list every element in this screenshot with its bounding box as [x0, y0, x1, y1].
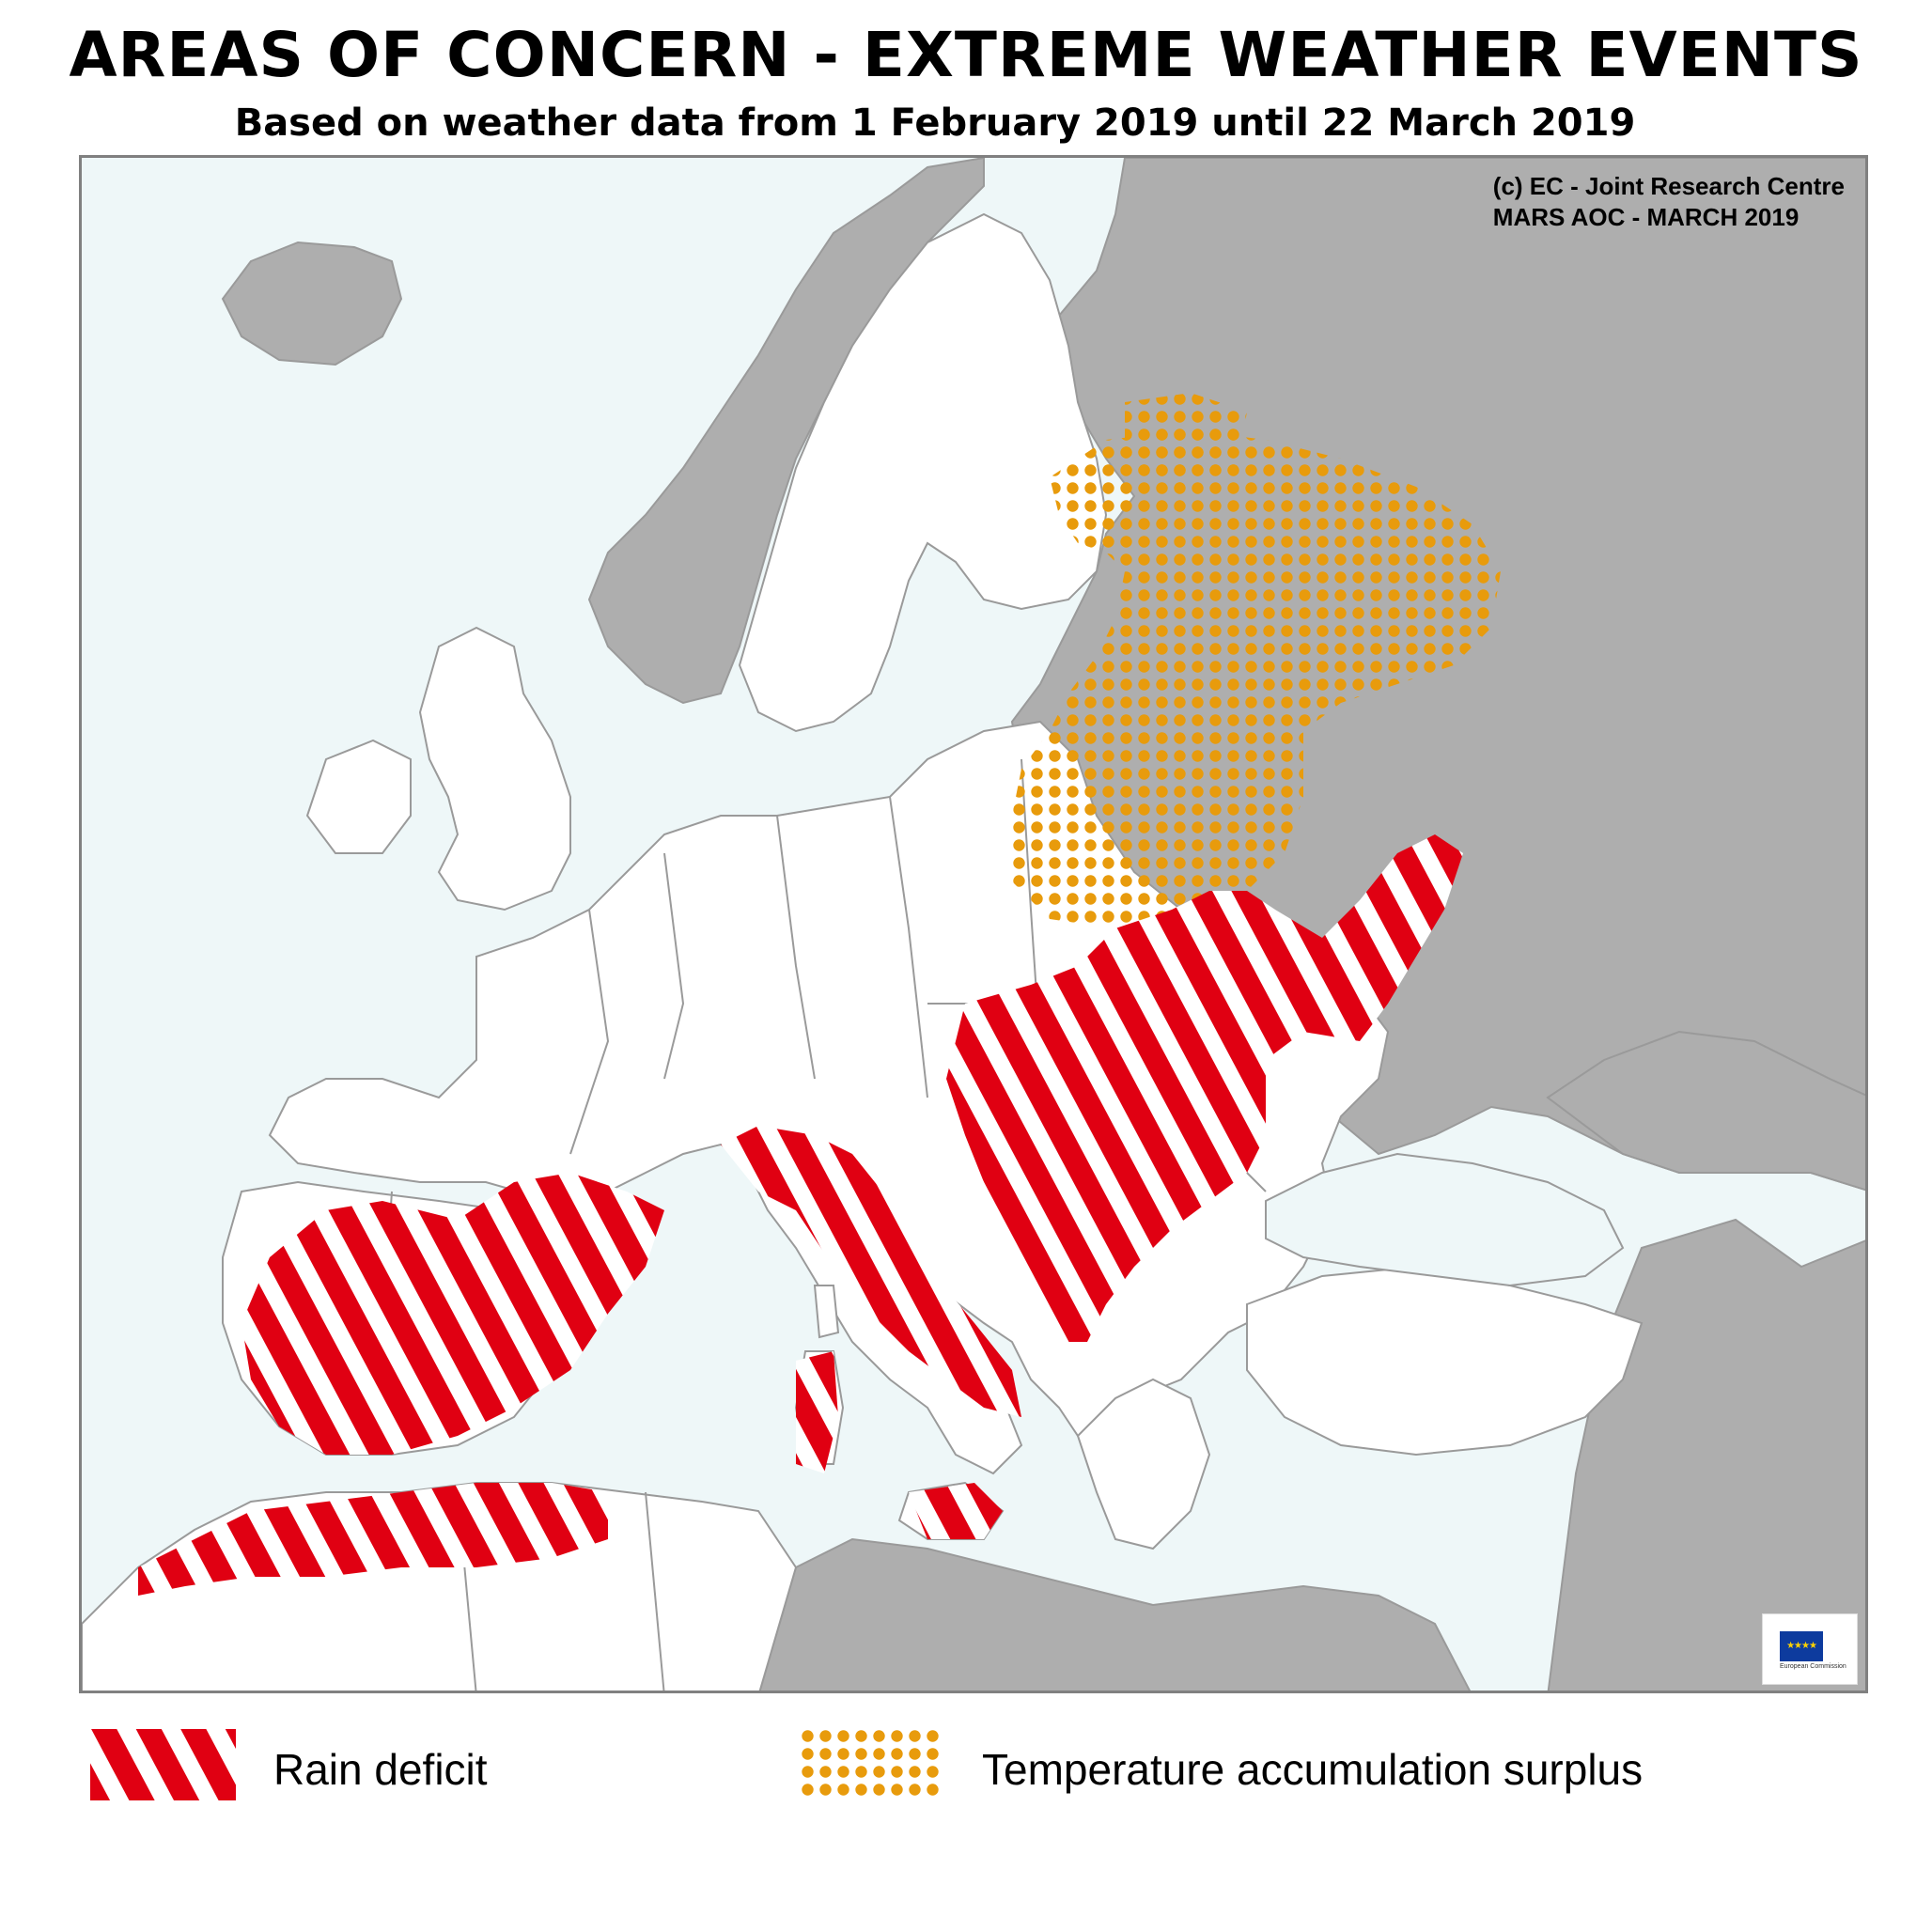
- rain-deficit-area-north-africa: [138, 1483, 608, 1596]
- rain-deficit-area-sardinia: [796, 1351, 838, 1473]
- black-sea: [1265, 1152, 1625, 1287]
- temperature-surplus-area: [1012, 430, 1501, 928]
- grey-land-iceland: [221, 241, 403, 366]
- map-subtitle: Based on weather data from 1 February 20…: [234, 101, 1636, 145]
- europe-map: [82, 158, 1865, 1690]
- copyright-credit: (c) EC - Joint Research Centre MARS AOC …: [1493, 171, 1845, 233]
- land-greece: [1076, 1378, 1211, 1550]
- european-commission-logo: ★★★★ European Commission: [1762, 1613, 1858, 1685]
- rain-deficit-label: Rain deficit: [273, 1745, 488, 1794]
- grey-land-caucasus: [1546, 1030, 1865, 1192]
- legend-item-temperature-surplus: Temperature accumulation surplus: [799, 1727, 1738, 1802]
- grey-land-norway: [587, 158, 985, 705]
- credit-line-2: MARS AOC - MARCH 2019: [1492, 203, 1800, 231]
- land-corsica: [813, 1285, 840, 1339]
- temperature-surplus-swatch: [799, 1729, 944, 1800]
- land-uk: [418, 626, 571, 911]
- rain-deficit-area-italy: [721, 1126, 1021, 1417]
- land-ireland: [305, 739, 412, 854]
- land-sweden-finland: [738, 212, 1108, 733]
- grey-land-africa-east: [758, 1537, 1472, 1690]
- rain-deficit-swatch: [90, 1729, 236, 1800]
- temperature-surplus-label: Temperature accumulation surplus: [982, 1745, 1644, 1794]
- temperature-surplus-area-north: [1125, 393, 1247, 487]
- ec-logo-text: European Commission: [1780, 1663, 1846, 1670]
- rain-deficit-area-sicily: [909, 1483, 1003, 1539]
- rain-deficit-area-eastern-europe: [946, 834, 1463, 1342]
- map-title: AREAS OF CONCERN - EXTREME WEATHER EVENT…: [69, 19, 1863, 91]
- map-frame: (c) EC - Joint Research Centre MARS AOC …: [79, 155, 1868, 1693]
- rain-deficit-area-iberia: [242, 1173, 664, 1455]
- eu-flag-icon: ★★★★: [1780, 1631, 1823, 1661]
- credit-line-1: (c) EC - Joint Research Centre: [1492, 172, 1845, 200]
- legend-item-rain-deficit: Rain deficit: [90, 1727, 654, 1802]
